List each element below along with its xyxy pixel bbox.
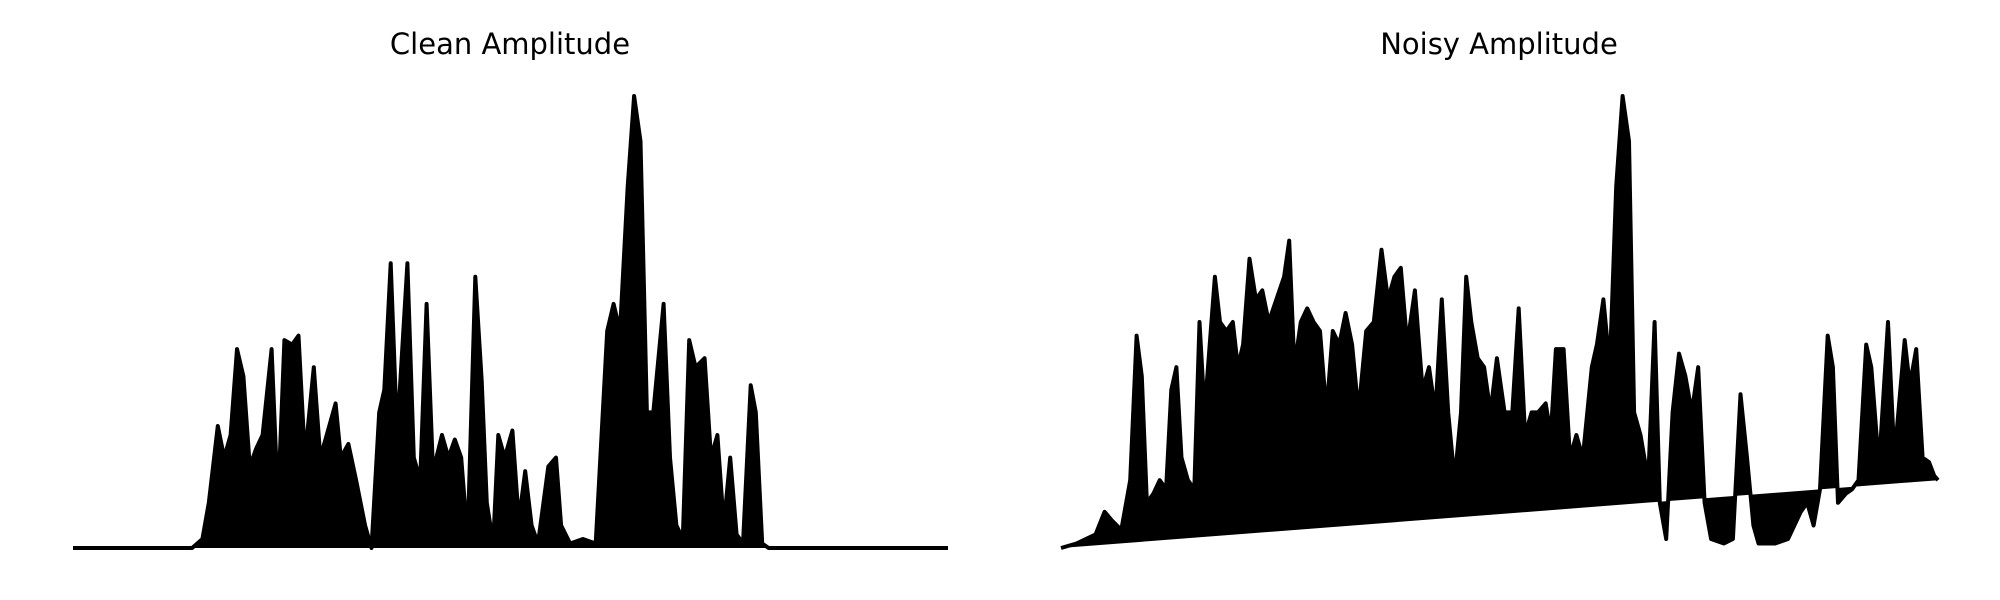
chart-title: Clean Amplitude xyxy=(390,27,630,61)
chart-title: Noisy Amplitude xyxy=(1380,27,1618,61)
waveform xyxy=(1060,94,1940,550)
waveform xyxy=(73,94,948,550)
